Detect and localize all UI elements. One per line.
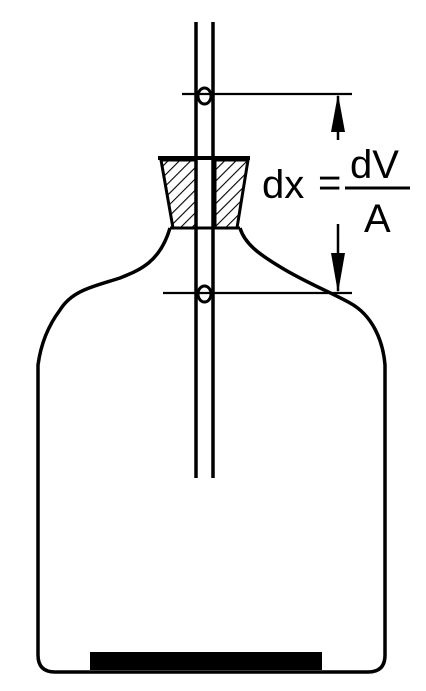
bottle-outline — [36, 227, 387, 674]
arrow-down-icon — [331, 253, 345, 293]
bottle-base — [90, 652, 322, 670]
top-level-marker — [196, 86, 213, 106]
arrow-up-icon — [331, 94, 345, 132]
equation-numerator: dV — [350, 143, 399, 187]
equation-lhs: dx — [262, 163, 304, 207]
equation-denominator: A — [364, 197, 391, 241]
equation-equals: = — [318, 161, 341, 205]
stopper-left-hatch — [159, 158, 198, 230]
stopper-right-hatch — [213, 158, 250, 230]
